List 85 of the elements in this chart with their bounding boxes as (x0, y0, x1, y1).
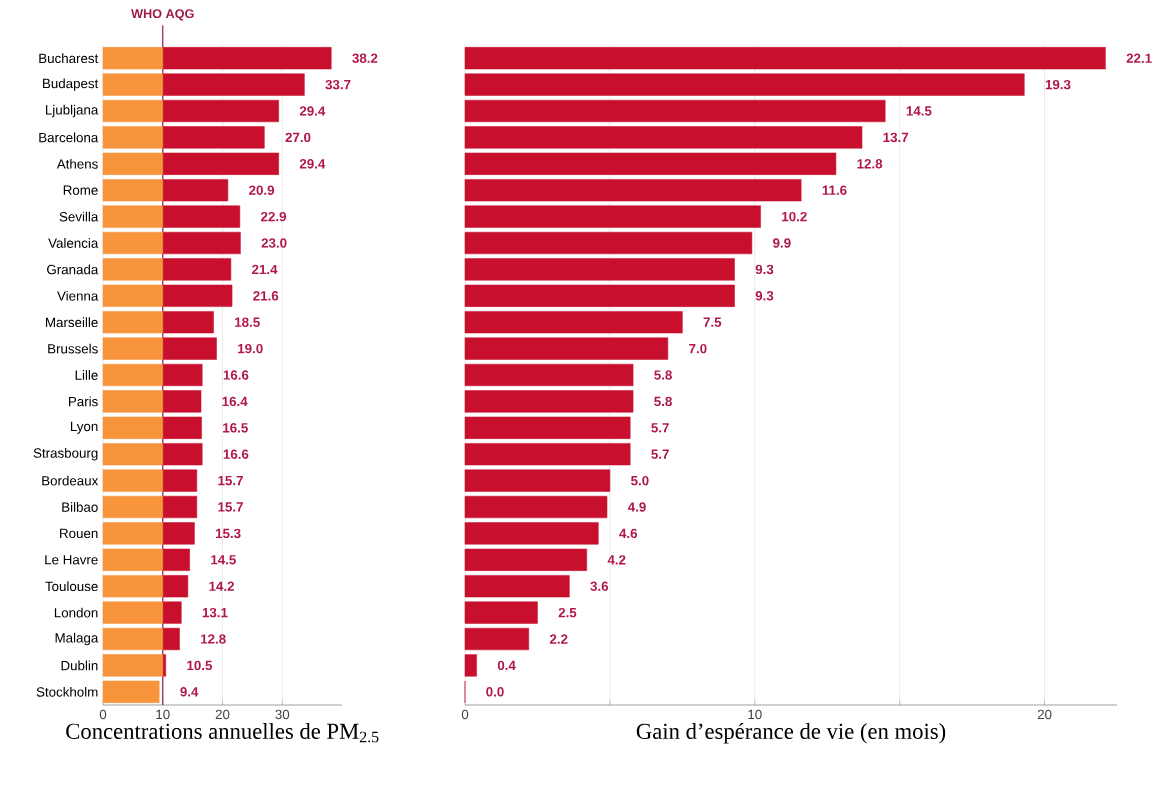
y-tick-label: Granada (47, 264, 99, 275)
x-tick-label: 10 (156, 709, 170, 720)
data-label: 7.0 (689, 343, 707, 354)
data-label: 5.7 (651, 449, 669, 459)
y-tick-label: Valencia (48, 238, 99, 248)
data-label: 11.6 (822, 185, 847, 195)
x-tick-label: 20 (1037, 709, 1052, 720)
data-label: 19.3 (1045, 79, 1071, 90)
total-label: 18.5 (235, 317, 260, 327)
data-label: 0.4 (497, 660, 516, 671)
total-label: 21.4 (252, 264, 278, 275)
total-label: 13.1 (202, 607, 228, 618)
y-tick-label: Bordeaux (42, 475, 99, 486)
total-label: 22.9 (261, 211, 286, 222)
total-label: 9.4 (180, 687, 199, 697)
y-tick-label: Ljubljana (46, 104, 99, 118)
x-tick-label: 0 (461, 709, 469, 720)
data-label: 9.3 (755, 264, 774, 275)
x-tick-label: 20 (215, 709, 230, 720)
data-label: 4.9 (627, 502, 646, 512)
total-label: 23.0 (261, 238, 287, 248)
y-tick-label: Athens (56, 158, 98, 169)
data-label: 13.7 (883, 132, 909, 143)
total-label: 19.0 (238, 343, 263, 354)
data-label: 10.2 (782, 211, 807, 222)
y-tick-label: Dublin (61, 660, 98, 671)
x-axis-title: Concentrations annuelles de PM$_{2.5}$ (66, 722, 379, 743)
data-label: 22.1 (1126, 53, 1152, 63)
y-tick-label: Budapest (43, 78, 99, 91)
y-tick-label: Paris (69, 396, 98, 407)
y-tick-label: Marseille (46, 317, 98, 328)
y-tick-label: Brussels (48, 343, 98, 354)
total-label: 10.5 (187, 660, 213, 671)
total-label: 20.9 (249, 185, 275, 195)
total-label: 27.0 (285, 132, 311, 143)
data-label: 5.7 (651, 423, 669, 433)
y-tick-label: Malaga (55, 632, 99, 646)
y-tick-label: Bilbao (62, 502, 98, 512)
data-label: 5.0 (631, 475, 649, 486)
data-label: 4.6 (619, 528, 638, 539)
total-label: 21.6 (253, 291, 279, 301)
data-label: 12.8 (857, 159, 883, 169)
data-label: 4.2 (607, 555, 626, 565)
x-tick-label: 10 (748, 709, 762, 720)
y-tick-label: Strasbourg (33, 447, 98, 461)
total-label: 15.3 (215, 528, 241, 539)
y-tick-label: Stockholm (36, 686, 98, 697)
data-label: 9.9 (773, 238, 791, 248)
x-tick-label: 0 (99, 709, 107, 720)
x-tick-label: 30 (275, 709, 290, 720)
y-tick-label: Sevilla (59, 211, 99, 222)
total-label: 12.8 (201, 634, 226, 644)
x-axis-title: Gain d’espérance de vie (en mois) (636, 722, 946, 744)
total-label: 14.5 (211, 555, 236, 565)
total-label: 29.4 (299, 159, 326, 169)
total-label: 38.2 (352, 53, 378, 63)
total-label: 15.7 (218, 475, 243, 486)
data-label: 5.8 (654, 396, 672, 407)
y-tick-label: Vienna (57, 290, 99, 301)
data-label: 2.5 (558, 607, 577, 618)
y-tick-label: Lille (75, 370, 98, 380)
total-label: 14.2 (209, 581, 234, 591)
data-label: 9.3 (755, 291, 774, 301)
total-label: 16.5 (223, 423, 248, 433)
y-tick-label: Barcelona (39, 132, 99, 143)
y-tick-label: London (54, 607, 98, 618)
data-label: 5.8 (654, 370, 672, 380)
data-label: 7.5 (703, 317, 722, 327)
y-tick-label: Lyon (70, 421, 98, 434)
total-label: 15.7 (218, 502, 243, 512)
data-label: 3.6 (590, 581, 609, 591)
total-label: 29.4 (299, 106, 326, 116)
total-label: 16.6 (223, 370, 249, 380)
y-tick-label: Rouen (60, 528, 98, 539)
data-label: 14.5 (906, 106, 932, 116)
total-label: 16.4 (222, 396, 248, 407)
y-tick-label: Bucharest (39, 53, 99, 64)
y-tick-label: Rome (63, 185, 98, 195)
y-tick-label: Toulouse (45, 581, 98, 592)
ref-line-label: WHO AQG (131, 9, 194, 21)
total-label: 16.6 (223, 449, 249, 459)
total-label: 33.7 (325, 79, 351, 90)
y-tick-label: Le Havre (45, 555, 98, 565)
data-label: 0.0 (486, 687, 504, 697)
data-label: 2.2 (549, 634, 568, 644)
